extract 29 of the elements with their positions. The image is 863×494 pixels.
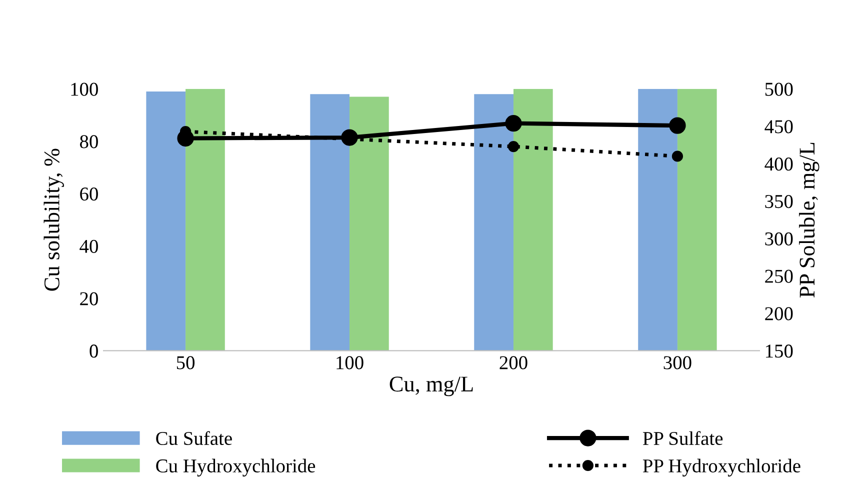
- y2-tick-label: 250: [765, 270, 793, 283]
- y-tick-label: 80: [80, 135, 98, 148]
- x-axis-title: Cu, mg/L: [390, 376, 473, 396]
- legend-label: PP Hydroxychloride: [642, 458, 800, 476]
- x-tick-label: 100: [336, 356, 364, 370]
- y-tick-label: 60: [80, 187, 98, 201]
- y-tick-label: 40: [80, 240, 98, 253]
- y2-tick-label: 400: [764, 158, 793, 171]
- x-tick-label: 300: [664, 356, 692, 370]
- y2-tick-label: 150: [766, 344, 793, 358]
- y-tick-label: 20: [80, 292, 98, 306]
- legend-label: PP Sulfate: [642, 431, 723, 446]
- point: [508, 140, 520, 152]
- y2-axis-title: PP Soluble, mg/L: [799, 142, 820, 298]
- y-tick-label: 100: [71, 82, 98, 96]
- y2-tick-label: 350: [765, 194, 793, 208]
- legend-label: Cu Hydroxychloride: [156, 458, 316, 476]
- y2-tick-label: 500: [765, 82, 793, 96]
- x-tick-label: 200: [500, 356, 528, 370]
- y-tick-label: 0: [90, 344, 98, 358]
- y-axis-title: Cu solubility, %: [44, 148, 64, 291]
- point: [669, 117, 686, 134]
- legend-label: Cu Sufate: [156, 431, 232, 446]
- y2-tick-label: 300: [765, 232, 793, 246]
- point: [672, 150, 684, 162]
- point: [505, 114, 522, 132]
- y2-tick-label: 200: [765, 307, 793, 320]
- x-tick-label: 50: [176, 356, 195, 370]
- y2-tick-label: 450: [764, 120, 793, 134]
